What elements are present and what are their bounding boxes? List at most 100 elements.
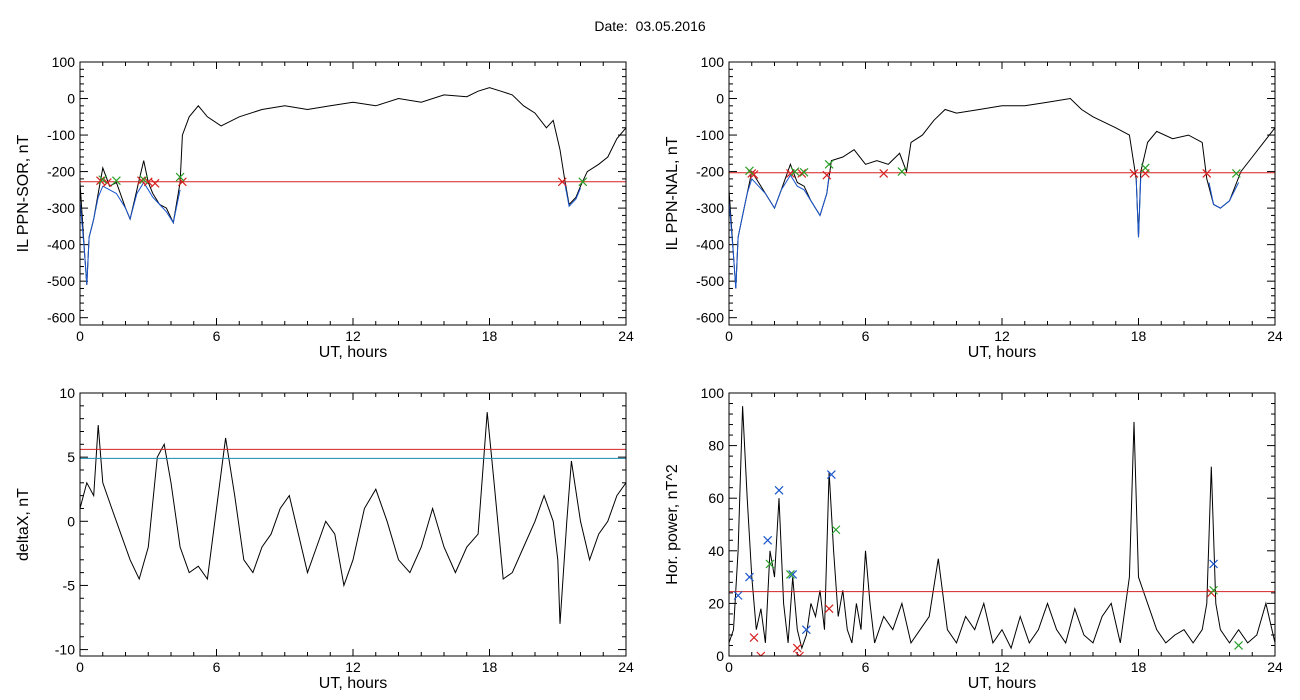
x-tick-label: 12 xyxy=(345,659,361,675)
y-tick-label: 100 xyxy=(701,385,725,401)
series-line xyxy=(80,181,181,285)
cross-marker xyxy=(879,168,889,178)
y-axis-label: IL PPN-NAL, nT xyxy=(664,136,681,250)
plot-frame xyxy=(728,392,1276,657)
chart-ppn-sor: 0 6 12 18 24 -600 -500 -400 -300 -200 -100 0 100 UT, … xyxy=(15,54,634,361)
cross-marker xyxy=(1209,559,1218,569)
y-tick-label: -500 xyxy=(47,273,75,289)
x-axis-label: UT, hours xyxy=(319,344,387,361)
y-tick-label: -600 xyxy=(47,310,75,326)
x-tick-label: 6 xyxy=(862,328,870,344)
cross-marker xyxy=(745,166,754,176)
cross-marker xyxy=(788,570,798,579)
x-tick-label: 18 xyxy=(482,328,498,344)
plot-frame xyxy=(728,61,1276,326)
x-tick-label: 0 xyxy=(76,659,84,675)
x-tick-label: 24 xyxy=(618,659,634,675)
y-tick-label: -600 xyxy=(696,310,724,326)
y-tick-label: 80 xyxy=(708,438,724,454)
y-tick-label: -100 xyxy=(47,127,75,143)
cross-marker xyxy=(98,175,108,185)
y-tick-label: -200 xyxy=(47,164,75,180)
x-tick-label: 18 xyxy=(1131,659,1147,675)
x-axis-label: UT, hours xyxy=(968,344,1036,361)
x-tick-label: 12 xyxy=(994,659,1010,675)
plot-frame xyxy=(79,61,627,326)
x-tick-label: 18 xyxy=(482,659,498,675)
cross-marker xyxy=(799,167,809,177)
cross-marker xyxy=(826,470,836,479)
x-tick-label: 24 xyxy=(1267,659,1283,675)
cross-marker xyxy=(824,159,834,169)
y-tick-label: -200 xyxy=(696,164,724,180)
chart-deltax: 0 6 12 18 24 -10 -5 0 5 10 UT, hours deltaX, nT xyxy=(15,385,634,692)
cross-marker xyxy=(765,559,775,569)
cross-marker xyxy=(801,625,811,635)
series-line xyxy=(1208,182,1240,209)
x-tick-label: 24 xyxy=(1267,328,1283,344)
cross-marker xyxy=(786,168,795,178)
series-line xyxy=(80,87,626,285)
cross-marker xyxy=(749,633,759,643)
cross-marker xyxy=(1129,168,1139,178)
y-tick-label: -300 xyxy=(47,200,75,216)
chart-hor-power: 0 6 12 18 24 0 20 40 60 80 100 UT, hours Hor. power,… xyxy=(664,385,1283,692)
cross-marker xyxy=(578,177,588,187)
cross-marker xyxy=(774,485,784,495)
y-tick-label: 60 xyxy=(708,490,724,506)
plot-area xyxy=(729,406,1275,656)
x-tick-label: 12 xyxy=(994,328,1010,344)
series-line xyxy=(1135,177,1142,238)
x-tick-label: 6 xyxy=(862,659,870,675)
series-line xyxy=(80,412,626,624)
y-tick-label: 10 xyxy=(59,385,75,401)
cross-marker xyxy=(1234,641,1244,650)
y-tick-label: 40 xyxy=(708,543,724,559)
x-tick-label: 0 xyxy=(725,659,733,675)
x-axis-label: UT, hours xyxy=(968,675,1036,692)
cross-marker xyxy=(733,591,743,600)
page-title: Date: 03.05.2016 xyxy=(0,18,1300,34)
y-tick-label: 100 xyxy=(701,54,725,70)
series-line xyxy=(729,406,1275,650)
cross-marker xyxy=(1202,168,1212,178)
y-tick-label: -5 xyxy=(63,577,76,593)
cross-marker xyxy=(897,167,907,177)
cross-marker xyxy=(795,651,804,656)
y-tick-label: 5 xyxy=(67,449,75,465)
series-line xyxy=(729,97,1275,289)
x-tick-label: 0 xyxy=(76,328,84,344)
cross-marker xyxy=(797,168,807,178)
cross-marker xyxy=(822,170,832,180)
cross-marker xyxy=(786,570,795,579)
cross-marker xyxy=(790,167,800,177)
y-axis-label: deltaX, nT xyxy=(15,488,32,561)
cross-marker xyxy=(792,643,802,653)
series-line xyxy=(564,182,581,208)
y-tick-label: -400 xyxy=(696,237,724,253)
x-tick-label: 6 xyxy=(213,328,221,344)
cross-marker xyxy=(177,177,187,187)
cross-marker xyxy=(756,651,766,656)
series-line xyxy=(729,174,830,289)
cross-marker xyxy=(1209,585,1218,595)
y-axis-label: IL PPN-SOR, nT xyxy=(15,134,32,252)
y-tick-label: 100 xyxy=(52,54,76,70)
cross-marker xyxy=(1140,163,1150,173)
plot-frame xyxy=(79,392,627,657)
y-tick-label: -100 xyxy=(696,127,724,143)
y-tick-label: 0 xyxy=(716,648,724,664)
cross-marker xyxy=(824,604,834,614)
y-tick-label: -10 xyxy=(55,642,75,658)
x-tick-label: 12 xyxy=(345,328,361,344)
cross-marker xyxy=(143,177,153,187)
y-tick-label: -500 xyxy=(696,273,724,289)
x-tick-label: 18 xyxy=(1131,328,1147,344)
plot-area xyxy=(80,412,626,624)
plot-area xyxy=(80,87,626,285)
y-tick-label: 0 xyxy=(67,513,75,529)
y-tick-label: -400 xyxy=(47,237,75,253)
y-tick-label: 0 xyxy=(716,91,724,107)
x-tick-label: 24 xyxy=(618,328,634,344)
